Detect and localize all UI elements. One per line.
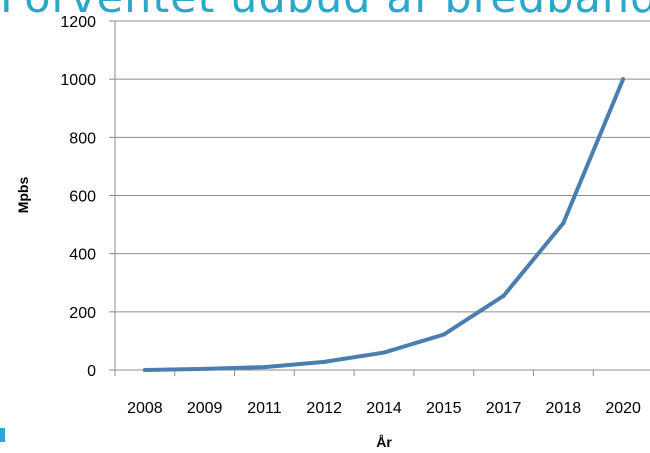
data-point-0-1 <box>202 366 207 371</box>
axes <box>109 20 650 376</box>
data-point-0-0 <box>142 368 147 372</box>
y-tick-label-6: 1200 <box>60 14 96 31</box>
y-tick-label-1: 200 <box>69 305 96 322</box>
x-tick-label-8: 2020 <box>605 400 641 417</box>
slide-accent-bar <box>0 428 5 442</box>
data-point-0-8 <box>621 77 626 82</box>
data-point-0-4 <box>382 350 386 355</box>
gridlines <box>115 20 650 313</box>
y-tick-label-3: 600 <box>69 189 96 206</box>
y-tick-label-5: 1000 <box>60 72 96 89</box>
y-tick-label-2: 400 <box>69 247 96 264</box>
x-tick-label-7: 2018 <box>546 400 582 417</box>
data-point-0-5 <box>441 332 446 337</box>
y-tick-label-0: 0 <box>87 363 96 380</box>
slide-title: Forventet udbud af bredbånd <box>0 0 650 23</box>
series-line-0 <box>142 77 626 372</box>
x-tick-label-4: 2014 <box>366 400 402 417</box>
x-tick-label-6: 2017 <box>486 400 522 417</box>
data-point-0-6 <box>501 293 506 298</box>
data-point-0-7 <box>561 221 566 226</box>
x-tick-label-2: 2011 <box>247 400 282 417</box>
x-tick-label-0: 2008 <box>127 400 163 417</box>
data-point-0-2 <box>262 365 267 370</box>
y-tick-labels: 0 200 400 600 800 1000 1200 <box>60 14 96 380</box>
series-lines <box>142 77 626 372</box>
x-tick-label-3: 2012 <box>306 400 342 417</box>
data-point-0-3 <box>322 359 327 364</box>
x-tick-labels: 2008 2009 2011 2012 2014 2015 2017 2018 2020 <box>127 400 641 417</box>
y-tick-label-4: 800 <box>69 130 96 147</box>
x-axis-label: År <box>376 434 392 450</box>
x-tick-label-1: 2009 <box>187 400 223 417</box>
x-tick-label-5: 2015 <box>426 400 462 417</box>
y-axis-label: Mpbs <box>15 177 31 214</box>
